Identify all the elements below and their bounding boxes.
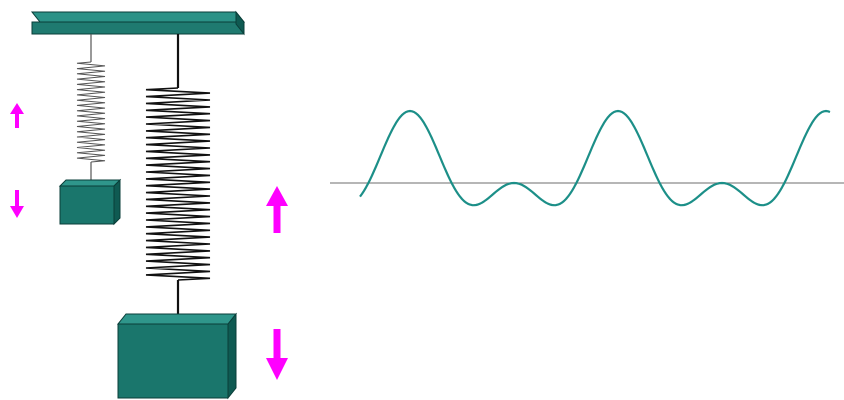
large-block-side (227, 312, 237, 400)
large-down-arrow (266, 329, 288, 380)
small-block-side (113, 178, 121, 226)
large-block-front (117, 323, 229, 399)
small-down-arrow (10, 190, 24, 218)
large-up-arrow-head (266, 186, 288, 206)
large-up-arrow (266, 186, 288, 233)
large-block-top (116, 313, 238, 325)
small-spring-coil (76, 61, 106, 163)
support-beam (30, 10, 246, 36)
beam-front-face (31, 21, 245, 35)
waveform-graph (330, 109, 844, 207)
combined-oscillation-waveform (359, 109, 831, 207)
large-down-arrow-head (266, 358, 288, 380)
beam-right-face (235, 10, 245, 36)
small-spring (76, 34, 106, 180)
small-block-front (59, 185, 115, 225)
small-up-arrow-head (10, 103, 24, 114)
small-mass-block (58, 178, 122, 226)
large-spring-coil (145, 87, 211, 281)
small-block-top (58, 179, 122, 187)
small-up-arrow (10, 103, 24, 128)
large-mass-block (116, 312, 238, 400)
beam-top-face (30, 11, 246, 23)
small-down-arrow-head (10, 206, 24, 218)
large-spring (145, 34, 211, 314)
